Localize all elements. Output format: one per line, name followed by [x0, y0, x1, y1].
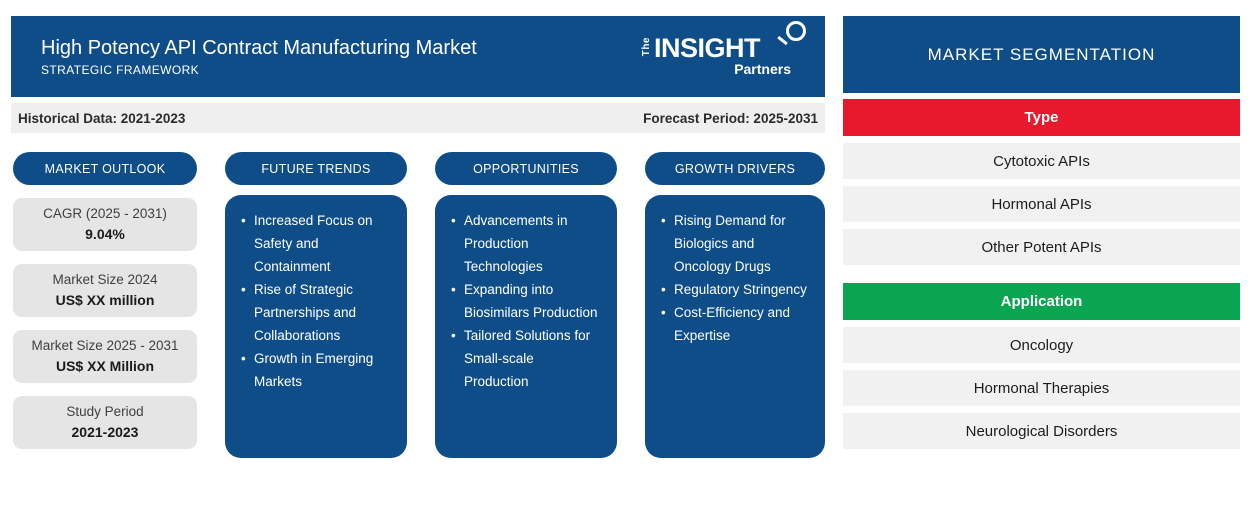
list-item: Expanding into Biosimilars Production	[451, 278, 599, 324]
market-size-forecast-card: Market Size 2025 - 2031 US$ XX Million	[13, 330, 197, 383]
opportunities-card: Advancements in Production Technologies …	[435, 195, 617, 458]
title-block: High Potency API Contract Manufacturing …	[41, 36, 477, 77]
opportunities-column: OPPORTUNITIES Advancements in Production…	[435, 152, 617, 458]
growth-drivers-column: GROWTH DRIVERS Rising Demand for Biologi…	[645, 152, 825, 458]
list-item: Rising Demand for Biologics and Oncology…	[661, 209, 807, 278]
list-item: Rise of Strategic Partnerships and Colla…	[241, 278, 389, 347]
list-item: Tailored Solutions for Small-scale Produ…	[451, 324, 599, 393]
magnifier-handle-icon	[777, 35, 788, 45]
future-trends-column: FUTURE TRENDS Increased Focus on Safety …	[225, 152, 407, 458]
growth-drivers-list: Rising Demand for Biologics and Oncology…	[661, 209, 807, 347]
list-item: Increased Focus on Safety and Containmen…	[241, 209, 389, 278]
market-size-forecast-label: Market Size 2025 - 2031	[31, 338, 179, 353]
page-subtitle: STRATEGIC FRAMEWORK	[41, 63, 200, 77]
future-trends-pill: FUTURE TRENDS	[225, 152, 407, 185]
magnifier-icon	[786, 20, 806, 41]
logo-partners-text: Partners	[734, 60, 791, 77]
market-outlook-pill: MARKET OUTLOOK	[13, 152, 197, 185]
study-period-label: Study Period	[66, 404, 144, 419]
list-item: Cost-Efficiency and Expertise	[661, 301, 807, 347]
segment-row-cytotoxic-apis: Cytotoxic APIs	[843, 143, 1240, 179]
list-item: Advancements in Production Technologies	[451, 209, 599, 278]
market-size-2024-label: Market Size 2024	[52, 272, 158, 287]
application-category-bar: Application	[843, 283, 1240, 320]
study-period-card: Study Period 2021-2023	[13, 396, 197, 449]
market-segmentation-title: MARKET SEGMENTATION	[843, 16, 1240, 93]
forecast-period-label: Forecast Period: 2025-2031	[643, 110, 818, 126]
segment-row-neurological-disorders: Neurological Disorders	[843, 413, 1240, 449]
list-item: Growth in Emerging Markets	[241, 347, 389, 393]
page-title: High Potency API Contract Manufacturing …	[41, 37, 477, 59]
cagr-value: 9.04%	[85, 226, 125, 242]
type-category-bar: Type	[843, 99, 1240, 136]
insight-partners-logo: The INSIGHT Partners	[641, 20, 806, 84]
study-period-value: 2021-2023	[71, 424, 139, 440]
opportunities-list: Advancements in Production Technologies …	[451, 209, 599, 393]
segment-row-oncology: Oncology	[843, 327, 1240, 363]
logo-the-text: The	[641, 36, 652, 56]
segment-row-hormonal-apis: Hormonal APIs	[843, 186, 1240, 222]
logo-insight-text: INSIGHT	[654, 32, 761, 63]
market-size-2024-card: Market Size 2024 US$ XX million	[13, 264, 197, 317]
segment-row-other-potent-apis: Other Potent APIs	[843, 229, 1240, 265]
cagr-label: CAGR (2025 - 2031)	[43, 206, 167, 221]
historical-data-label: Historical Data: 2021-2023	[18, 110, 186, 126]
market-size-forecast-value: US$ XX Million	[55, 358, 154, 374]
growth-drivers-pill: GROWTH DRIVERS	[645, 152, 825, 185]
market-outlook-column: MARKET OUTLOOK CAGR (2025 - 2031) 9.04% …	[13, 152, 197, 449]
cagr-card: CAGR (2025 - 2031) 9.04%	[13, 198, 197, 251]
list-item: Regulatory Stringency	[661, 278, 807, 301]
growth-drivers-card: Rising Demand for Biologics and Oncology…	[645, 195, 825, 458]
market-segmentation-panel: MARKET SEGMENTATION Type Cytotoxic APIs …	[843, 16, 1240, 449]
segment-row-hormonal-therapies: Hormonal Therapies	[843, 370, 1240, 406]
opportunities-pill: OPPORTUNITIES	[435, 152, 617, 185]
header-bar: High Potency API Contract Manufacturing …	[11, 16, 825, 97]
market-size-2024-value: US$ XX million	[55, 292, 155, 308]
period-bar: Historical Data: 2021-2023 Forecast Peri…	[11, 103, 825, 133]
future-trends-list: Increased Focus on Safety and Containmen…	[241, 209, 389, 393]
future-trends-card: Increased Focus on Safety and Containmen…	[225, 195, 407, 458]
